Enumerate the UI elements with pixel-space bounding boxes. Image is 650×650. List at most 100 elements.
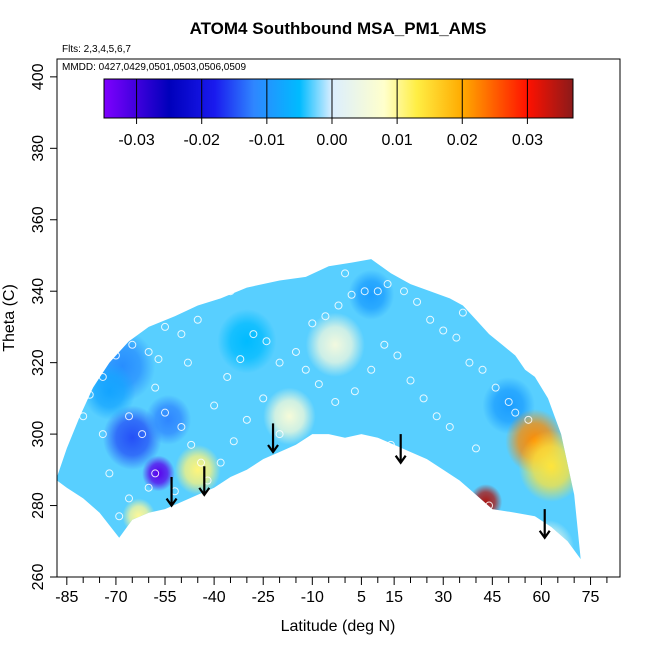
sample-point	[399, 287, 408, 296]
colorbar-tick-label: -0.02	[183, 132, 220, 149]
sample-point	[161, 408, 170, 417]
colorbar-tick-label: -0.01	[249, 132, 286, 149]
sample-point	[262, 337, 271, 346]
sample-point	[308, 319, 317, 328]
sample-point	[125, 412, 134, 421]
sample-point	[334, 301, 343, 310]
sample-point	[439, 326, 448, 335]
sample-point	[452, 333, 461, 342]
y-tick-label: 400	[30, 63, 47, 90]
sample-point	[242, 415, 251, 424]
sample-point	[291, 347, 300, 356]
sample-point	[249, 330, 258, 339]
sample-point	[125, 494, 134, 503]
sample-point	[138, 430, 147, 439]
field-anomaly	[518, 430, 581, 502]
sample-point	[259, 394, 268, 403]
y-tick-label: 360	[30, 206, 47, 233]
sample-point	[183, 358, 192, 367]
sample-point	[154, 355, 163, 364]
sample-point	[210, 401, 219, 410]
sample-point	[275, 358, 284, 367]
sample-point	[393, 351, 402, 360]
colorbar-tick-label: 0.03	[512, 132, 543, 149]
sample-point	[380, 340, 389, 349]
sample-point	[197, 458, 206, 467]
colorbar-gradient	[103, 78, 574, 119]
y-tick-label: 260	[30, 564, 47, 591]
field-anomaly	[217, 309, 277, 374]
field-anomaly	[263, 387, 316, 445]
sample-point	[419, 276, 428, 285]
x-tick-label: -25	[252, 589, 275, 606]
sample-point	[458, 308, 467, 317]
sample-point	[504, 397, 513, 406]
field-anomaly	[521, 519, 575, 560]
sample-point	[321, 312, 330, 321]
sample-point	[465, 358, 474, 367]
sample-point	[275, 430, 284, 439]
arrow-head	[538, 530, 551, 540]
sample-point	[151, 383, 160, 392]
x-tick-label: -85	[55, 589, 78, 606]
y-tick-label: 280	[30, 492, 47, 519]
x-tick-label: 45	[483, 589, 501, 606]
field-anomaly	[174, 444, 221, 495]
sample-point	[111, 351, 120, 360]
chart-title: ATOM4 Southbound MSA_PM1_AMS	[190, 19, 487, 38]
y-tick-label: 320	[30, 349, 47, 376]
sample-point	[360, 287, 369, 296]
sample-point	[115, 512, 124, 521]
x-tick-label: 15	[385, 589, 403, 606]
sample-point	[144, 483, 153, 492]
sample-point	[347, 290, 356, 299]
x-tick-label: 5	[357, 589, 366, 606]
arrow-head	[198, 487, 211, 497]
sample-point	[216, 458, 225, 467]
sample-point	[236, 355, 245, 364]
x-axis-label: Latitude (deg N)	[281, 618, 396, 635]
sample-point	[419, 394, 428, 403]
sample-point	[98, 372, 107, 381]
arrow-head	[267, 444, 279, 454]
x-tick-label: -10	[301, 589, 324, 606]
x-tick-label: 60	[533, 589, 551, 606]
sample-point	[426, 315, 435, 324]
sample-point	[226, 287, 235, 296]
sample-point	[151, 469, 160, 478]
arrow-head	[165, 497, 178, 508]
field-anomaly	[469, 484, 503, 520]
sample-point	[177, 422, 186, 431]
sample-point	[144, 347, 153, 356]
sample-point	[485, 501, 494, 510]
x-tick-label: -40	[203, 589, 226, 606]
colorbar-tick-label: 0.02	[447, 132, 478, 149]
sample-point	[432, 412, 441, 421]
sample-point	[223, 372, 232, 381]
y-axis-label: Theta (C)	[1, 284, 18, 352]
sample-point	[98, 430, 107, 439]
x-tick-label: -70	[104, 589, 127, 606]
dates-label: MMDD: 0427,0429,0501,0503,0506,0509	[62, 62, 246, 73]
sample-points	[79, 269, 533, 521]
sample-point	[445, 422, 454, 431]
sample-point	[511, 408, 520, 417]
y-axis: 260 280 300 320 340 360 380 400	[30, 63, 57, 590]
sample-point	[386, 440, 395, 449]
plot-frame	[56, 58, 621, 578]
sample-point	[314, 380, 323, 389]
sample-point	[471, 444, 480, 453]
sample-point	[491, 383, 500, 392]
sample-point	[524, 415, 533, 424]
sample-point	[128, 340, 137, 349]
sample-point	[229, 437, 238, 446]
sample-point	[383, 280, 392, 289]
arrows	[165, 423, 551, 540]
colorbar-tick-label: -0.03	[118, 132, 155, 149]
sample-point	[406, 376, 415, 385]
sample-point	[331, 397, 340, 406]
x-axis: -85 -70 -55 -40 -25 -10 5 15 30 45 60 75	[55, 577, 608, 606]
sample-point	[301, 365, 310, 374]
y-tick-label: 340	[30, 278, 47, 305]
